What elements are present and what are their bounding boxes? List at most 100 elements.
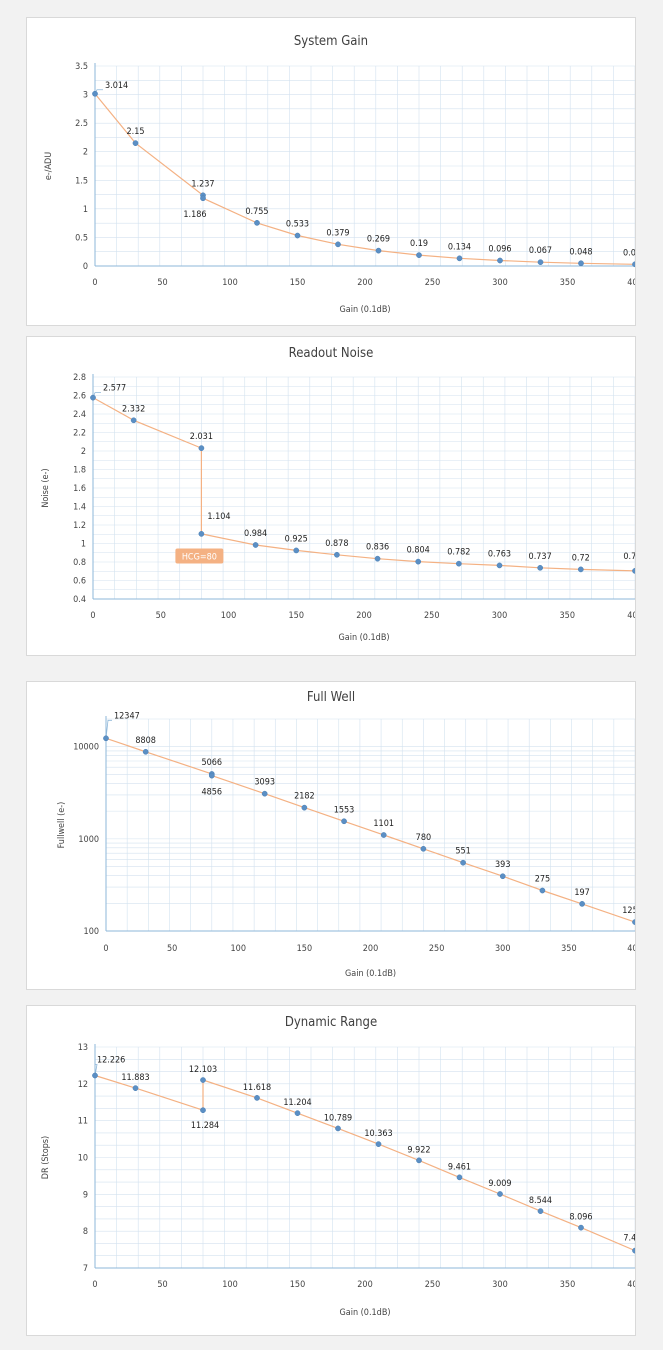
x-tick-label: 0 (92, 278, 97, 288)
data-label: 3093 (254, 778, 275, 788)
data-label: 9.461 (448, 1162, 471, 1172)
data-label: 0.269 (367, 235, 390, 245)
data-point (537, 1208, 544, 1214)
x-tick-label: 200 (363, 944, 378, 954)
data-label: 10.363 (364, 1129, 392, 1139)
data-point (497, 257, 503, 264)
data-point (460, 859, 466, 866)
data-label: 0.755 (245, 207, 268, 217)
data-point (579, 901, 585, 907)
data-label: 0.72 (572, 553, 590, 563)
x-tick-label: 400 (627, 278, 635, 288)
data-point (374, 555, 381, 562)
data-point (577, 566, 584, 573)
x-axis-title: Gain (0.1dB) (345, 969, 396, 979)
data-point (294, 232, 301, 239)
x-tick-label: 200 (357, 1280, 372, 1290)
data-point (130, 417, 137, 424)
data-label: 1.104 (207, 512, 230, 522)
data-label: 5066 (201, 758, 222, 768)
full-well-chart: Full Well 0 50 100 150 200 250 300 350 400 100 1000… (57, 690, 635, 979)
data-point (537, 259, 544, 266)
x-axis-title: Gain (0.1dB) (339, 305, 390, 315)
data-point (103, 735, 109, 742)
y-tick-label: 3 (83, 91, 88, 101)
data-label: 2.031 (190, 432, 213, 442)
data-label: 0.03 (623, 248, 635, 258)
y-tick-label: 1.4 (73, 503, 86, 513)
data-point (90, 394, 96, 401)
chart-title: System Gain (294, 34, 368, 49)
x-tick-label: 150 (290, 278, 305, 288)
data-label: 12.226 (97, 1056, 125, 1066)
data-point (456, 560, 462, 567)
x-tick-label: 250 (425, 278, 440, 288)
readout-noise-panel: Readout Noise 0 50 100 150 200 250 300 350 400 0.4… (26, 336, 636, 656)
data-label: 12.103 (189, 1065, 217, 1075)
data-label: 2182 (294, 792, 315, 802)
x-tick-label: 0 (103, 944, 108, 954)
series-line (94, 93, 635, 265)
data-point (252, 542, 259, 548)
data-label: 1.186 (183, 210, 206, 220)
x-tick-label: 400 (627, 611, 635, 621)
data-label: 197 (574, 888, 589, 898)
x-tick-label: 350 (560, 278, 575, 288)
annotation-badge (175, 548, 224, 564)
chart-title: Full Well (307, 690, 355, 705)
data-point (200, 1077, 206, 1083)
data-point (416, 1157, 422, 1164)
data-label: 8.544 (529, 1196, 552, 1206)
series-line (94, 1074, 635, 1252)
data-label: 11.284 (191, 1121, 219, 1131)
y-axis-title: e-/ADU (44, 152, 54, 180)
x-tick-label: 200 (356, 611, 371, 621)
y-tick-label: 1.6 (73, 484, 86, 494)
data-point (456, 255, 463, 262)
data-label: 0.737 (529, 552, 552, 562)
x-tick-label: 100 (222, 278, 237, 288)
data-point (293, 547, 300, 554)
data-label: 0.704 (623, 552, 635, 562)
y-tick-label: 1.2 (73, 521, 86, 531)
series-line (92, 397, 635, 572)
x-tick-label: 100 (221, 611, 236, 621)
data-label: 1553 (334, 805, 355, 815)
data-label: 9.922 (407, 1145, 430, 1155)
y-tick-label: 1 (83, 205, 88, 215)
data-label: 12347 (114, 711, 140, 721)
data-point (537, 564, 544, 571)
x-tick-label: 350 (560, 611, 575, 621)
x-tick-label: 200 (357, 278, 372, 288)
data-point (415, 558, 422, 565)
data-point (632, 919, 635, 925)
y-tick-label: 9 (83, 1190, 88, 1200)
data-point (142, 748, 149, 755)
y-tick-label: 0.4 (73, 595, 86, 605)
dynamic-range-panel: Dynamic Range 0 50 100 150 200 250 300 350 400 7 8 9… (26, 1005, 636, 1336)
data-label: 0.048 (569, 247, 592, 257)
data-label: 0.763 (488, 549, 511, 559)
x-tick-label: 100 (222, 1280, 237, 1290)
data-label: 9.009 (488, 1179, 511, 1189)
y-tick-label: 2 (83, 148, 88, 158)
y-tick-label: 11 (78, 1117, 88, 1127)
data-point (496, 562, 503, 569)
data-point (632, 568, 635, 574)
data-point (499, 873, 506, 880)
y-tick-label: 100 (84, 927, 99, 937)
data-point (92, 1072, 98, 1079)
data-point (254, 1095, 260, 1101)
x-tick-label: 300 (492, 1280, 507, 1290)
x-tick-label: 300 (492, 611, 507, 621)
data-label: 7.472 (623, 1234, 635, 1244)
data-label: 275 (535, 875, 550, 885)
readout-noise-chart: Readout Noise 0 50 100 150 200 250 300 350 400 0.4… (41, 346, 635, 643)
y-tick-label: 2.6 (73, 392, 86, 402)
y-tick-label: 3.5 (75, 62, 88, 72)
data-point (380, 832, 387, 838)
data-label: 0.379 (326, 228, 349, 238)
data-label: 0.984 (244, 529, 267, 539)
x-tick-label: 250 (425, 1280, 440, 1290)
data-label: 11.883 (121, 1073, 149, 1083)
